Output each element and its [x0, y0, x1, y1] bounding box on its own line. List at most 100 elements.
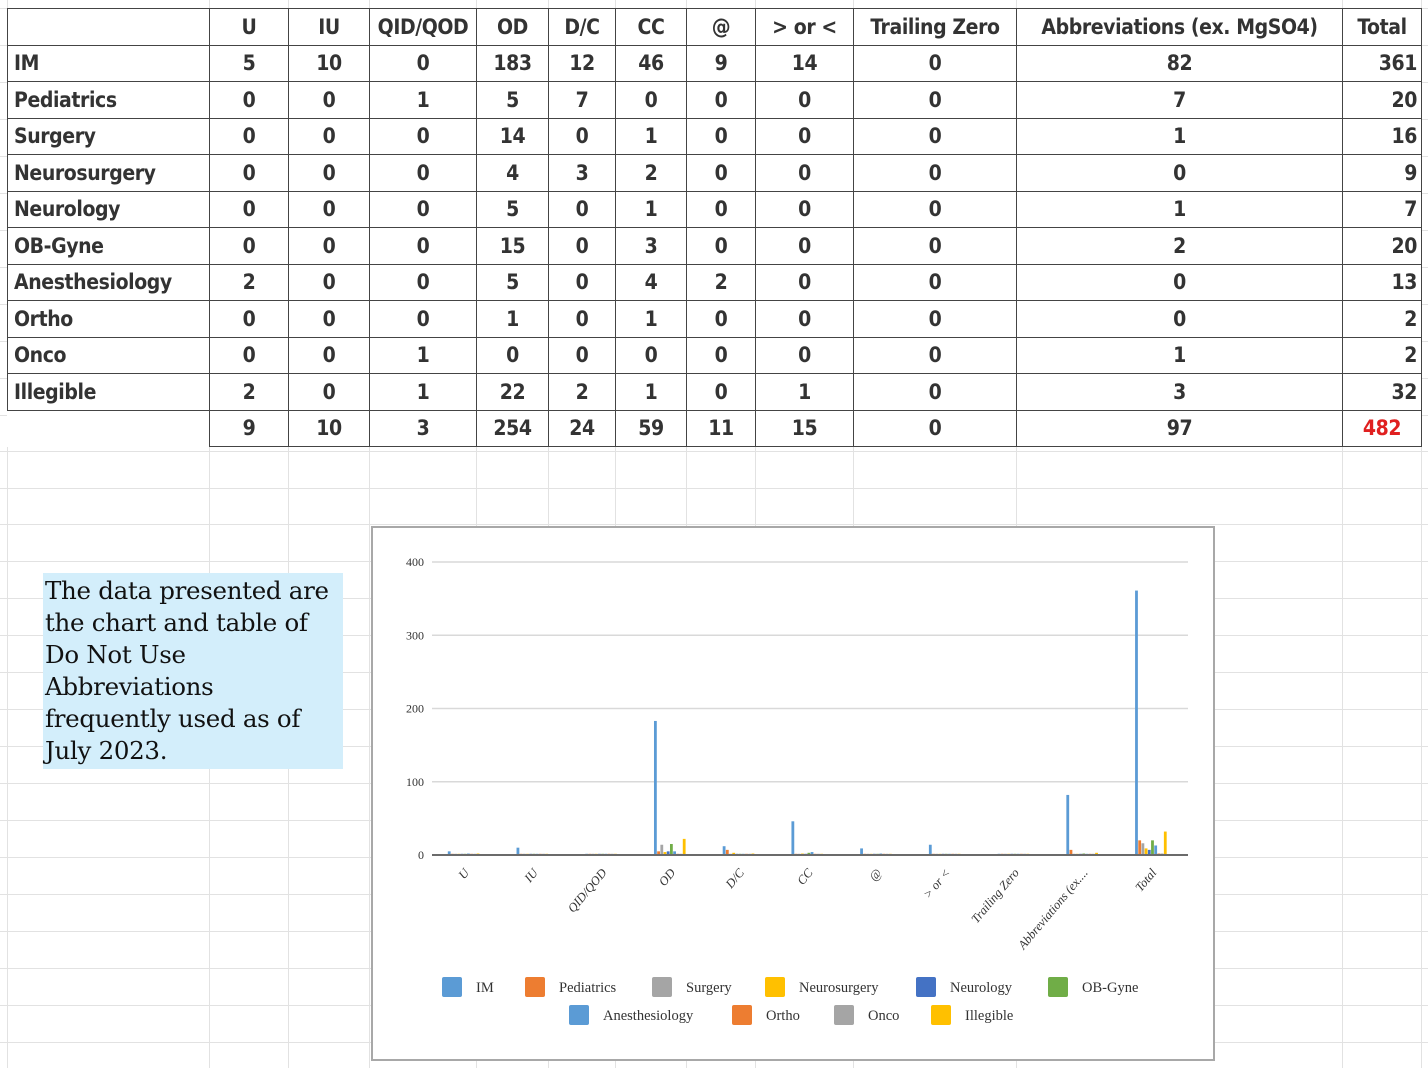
table-cell[interactable]: 5	[476, 190, 549, 228]
bar[interactable]	[1095, 852, 1098, 855]
row-total-cell[interactable]: 20	[1342, 227, 1422, 265]
table-cell[interactable]: 0	[686, 81, 756, 119]
table-cell[interactable]: 10	[288, 44, 370, 82]
table-cell[interactable]: 0	[209, 117, 289, 155]
legend-label[interactable]: Neurology	[950, 980, 1013, 996]
table-cell[interactable]: 2	[548, 373, 616, 411]
table-cell[interactable]: 1	[369, 81, 477, 119]
row-label[interactable]: Neurology	[7, 190, 210, 228]
table-cell[interactable]: 1	[615, 117, 687, 155]
bar[interactable]	[928, 844, 932, 855]
legend-label[interactable]: Illegible	[965, 1008, 1013, 1024]
legend-label[interactable]: Anesthesiology	[603, 1008, 694, 1024]
row-label[interactable]: Neurosurgery	[7, 154, 210, 192]
row-label[interactable]: OB-Gyne	[7, 227, 210, 265]
table-cell[interactable]: 0	[755, 81, 854, 119]
legend-label[interactable]: Neurosurgery	[799, 980, 879, 996]
column-header[interactable]: D/C	[548, 8, 616, 46]
table-cell[interactable]: 0	[288, 227, 370, 265]
table-cell[interactable]: 1	[1016, 190, 1343, 228]
table-cell[interactable]: 0	[686, 373, 756, 411]
bar[interactable]	[725, 849, 729, 855]
row-total-cell[interactable]: 9	[1342, 154, 1422, 192]
table-cell[interactable]: 0	[755, 227, 854, 265]
column-total-cell[interactable]: 9	[209, 409, 289, 447]
table-cell[interactable]: 1	[476, 300, 549, 338]
table-cell[interactable]: 5	[476, 263, 549, 301]
table-cell[interactable]: 22	[476, 373, 549, 411]
table-cell[interactable]: 46	[615, 44, 687, 82]
bar[interactable]	[669, 844, 673, 855]
grand-total-cell[interactable]: 482	[1342, 409, 1422, 447]
table-cell[interactable]: 12	[548, 44, 616, 82]
table-cell[interactable]: 0	[369, 227, 477, 265]
table-cell[interactable]: 1	[369, 373, 477, 411]
table-cell[interactable]: 0	[853, 336, 1017, 374]
header-corner-cell[interactable]	[7, 8, 210, 46]
table-cell[interactable]: 0	[1016, 300, 1343, 338]
bar[interactable]	[1135, 590, 1138, 855]
table-cell[interactable]: 0	[686, 154, 756, 192]
row-total-cell[interactable]: 32	[1342, 373, 1422, 411]
table-cell[interactable]: 2	[1016, 227, 1343, 265]
row-label[interactable]: Anesthesiology	[7, 263, 210, 301]
table-cell[interactable]: 0	[615, 81, 687, 119]
table-cell[interactable]: 0	[369, 263, 477, 301]
table-cell[interactable]: 0	[853, 373, 1017, 411]
column-header[interactable]: @	[686, 8, 756, 46]
table-cell[interactable]: 0	[686, 117, 756, 155]
table-cell[interactable]: 2	[686, 263, 756, 301]
column-total-cell[interactable]: 0	[853, 409, 1017, 447]
table-cell[interactable]: 0	[686, 227, 756, 265]
legend-label[interactable]: Ortho	[766, 1008, 800, 1024]
row-label[interactable]: IM	[7, 44, 210, 82]
legend-label[interactable]: Surgery	[686, 980, 732, 996]
column-total-cell[interactable]: 254	[476, 409, 549, 447]
column-header[interactable]: Abbreviations (ex. MgSO4)	[1016, 8, 1343, 46]
table-cell[interactable]: 0	[755, 117, 854, 155]
bar[interactable]	[860, 848, 863, 855]
bar[interactable]	[722, 846, 726, 855]
column-total-cell[interactable]: 10	[288, 409, 370, 447]
table-cell[interactable]: 0	[548, 190, 616, 228]
table-cell[interactable]: 3	[1016, 373, 1343, 411]
table-cell[interactable]: 0	[548, 336, 616, 374]
table-cell[interactable]: 0	[288, 263, 370, 301]
column-total-cell[interactable]: 3	[369, 409, 477, 447]
column-header[interactable]: CC	[615, 8, 687, 46]
table-cell[interactable]: 0	[548, 300, 616, 338]
bar[interactable]	[732, 852, 736, 855]
row-total-cell[interactable]: 2	[1342, 336, 1422, 374]
row-total-cell[interactable]: 16	[1342, 117, 1422, 155]
table-cell[interactable]: 1	[369, 336, 477, 374]
table-cell[interactable]: 0	[853, 227, 1017, 265]
table-cell[interactable]: 0	[686, 336, 756, 374]
table-cell[interactable]: 0	[755, 263, 854, 301]
table-cell[interactable]: 0	[1016, 154, 1343, 192]
column-header[interactable]: > or <	[755, 8, 854, 46]
table-cell[interactable]: 0	[288, 81, 370, 119]
table-cell[interactable]: 7	[1016, 81, 1343, 119]
table-cell[interactable]: 0	[853, 300, 1017, 338]
table-cell[interactable]: 0	[686, 300, 756, 338]
table-cell[interactable]: 0	[476, 336, 549, 374]
table-cell[interactable]: 3	[548, 154, 616, 192]
column-header[interactable]: U	[209, 8, 289, 46]
table-cell[interactable]: 0	[755, 300, 854, 338]
table-cell[interactable]: 0	[755, 154, 854, 192]
table-cell[interactable]: 0	[209, 81, 289, 119]
table-cell[interactable]: 0	[369, 117, 477, 155]
table-cell[interactable]: 0	[369, 44, 477, 82]
table-cell[interactable]: 3	[615, 227, 687, 265]
table-cell[interactable]: 0	[288, 117, 370, 155]
table-cell[interactable]: 183	[476, 44, 549, 82]
table-cell[interactable]: 14	[755, 44, 854, 82]
table-cell[interactable]: 1	[615, 190, 687, 228]
bar[interactable]	[447, 851, 451, 855]
column-total-cell[interactable]: 97	[1016, 409, 1343, 447]
bar[interactable]	[660, 844, 664, 855]
table-cell[interactable]: 14	[476, 117, 549, 155]
column-header[interactable]: OD	[476, 8, 549, 46]
bar[interactable]	[1066, 794, 1070, 855]
legend-label[interactable]: OB-Gyne	[1082, 980, 1138, 996]
